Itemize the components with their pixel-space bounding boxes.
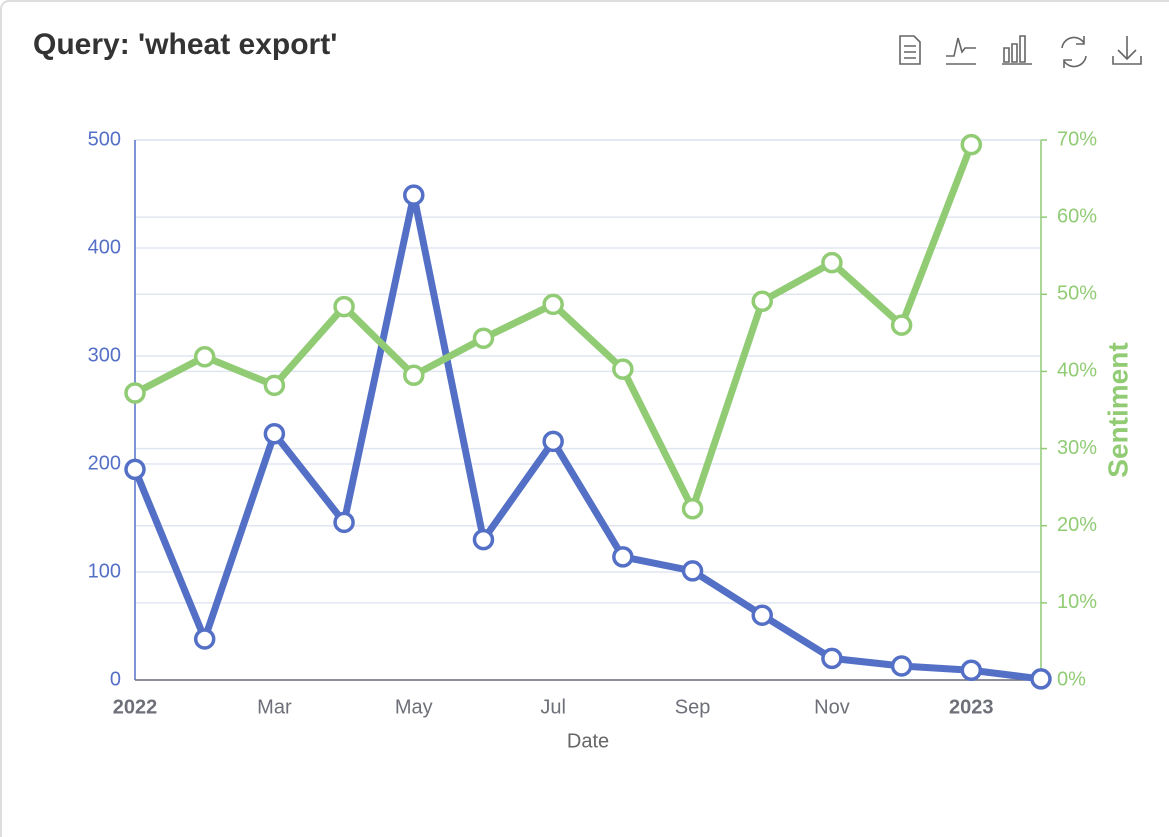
download-icon[interactable] bbox=[1112, 36, 1142, 65]
point bbox=[890, 655, 913, 677]
y-tick-label: 400 bbox=[88, 236, 121, 258]
point bbox=[193, 628, 216, 650]
point bbox=[403, 364, 425, 387]
y2-tick-label: 30% bbox=[1057, 437, 1097, 459]
y-tick-label: 300 bbox=[88, 344, 121, 366]
point bbox=[612, 546, 634, 568]
y2-tick-label: 70% bbox=[1057, 128, 1097, 150]
x-axis-title: Date bbox=[567, 730, 609, 752]
point bbox=[821, 647, 843, 670]
toolbox[interactable] bbox=[899, 35, 1142, 68]
y2-tick-label: 40% bbox=[1057, 360, 1097, 382]
y2-tick-label: 50% bbox=[1057, 283, 1097, 305]
y2-tick-label: 10% bbox=[1057, 591, 1097, 613]
point bbox=[960, 659, 983, 682]
y2-tick-label: 0% bbox=[1057, 668, 1086, 690]
point bbox=[124, 458, 146, 481]
y2-axis-title: Sentiment bbox=[1102, 342, 1133, 477]
point bbox=[193, 346, 216, 368]
x-tick-label: 2022 bbox=[113, 696, 158, 718]
chart-title: Query: 'wheat export' bbox=[33, 28, 337, 61]
y2-tick-label: 20% bbox=[1057, 514, 1097, 536]
point bbox=[333, 295, 355, 318]
bar-icon[interactable] bbox=[1002, 35, 1032, 65]
point bbox=[263, 423, 286, 445]
point bbox=[263, 374, 286, 397]
data-view-icon[interactable] bbox=[899, 35, 921, 65]
y-tick-label: 500 bbox=[88, 128, 121, 150]
y-tick-label: 200 bbox=[88, 452, 121, 474]
x-tick-label: 2023 bbox=[949, 696, 994, 718]
restore-icon[interactable] bbox=[1061, 36, 1087, 68]
point bbox=[890, 314, 913, 336]
point bbox=[333, 511, 355, 534]
point bbox=[472, 327, 495, 350]
point bbox=[472, 528, 495, 551]
point bbox=[612, 358, 634, 380]
point bbox=[960, 133, 983, 156]
x-tick-label: Sep bbox=[675, 696, 711, 718]
point bbox=[751, 604, 773, 626]
point bbox=[124, 382, 146, 404]
point bbox=[1030, 668, 1052, 690]
y2-tick-label: 60% bbox=[1057, 205, 1097, 227]
y-tick-label: 100 bbox=[88, 560, 121, 582]
y-tick-label: 0 bbox=[110, 668, 121, 690]
point bbox=[681, 497, 704, 520]
line-icon[interactable] bbox=[946, 37, 976, 65]
series-line bbox=[131, 191, 1042, 683]
point bbox=[681, 560, 704, 582]
point bbox=[403, 184, 425, 206]
point bbox=[821, 251, 843, 274]
x-tick-label: Jul bbox=[540, 696, 566, 718]
x-tick-label: Mar bbox=[257, 696, 292, 718]
point bbox=[542, 293, 564, 316]
x-tick-label: Nov bbox=[814, 696, 850, 718]
point bbox=[542, 430, 564, 453]
x-tick-label: May bbox=[395, 696, 433, 718]
point bbox=[751, 290, 773, 312]
